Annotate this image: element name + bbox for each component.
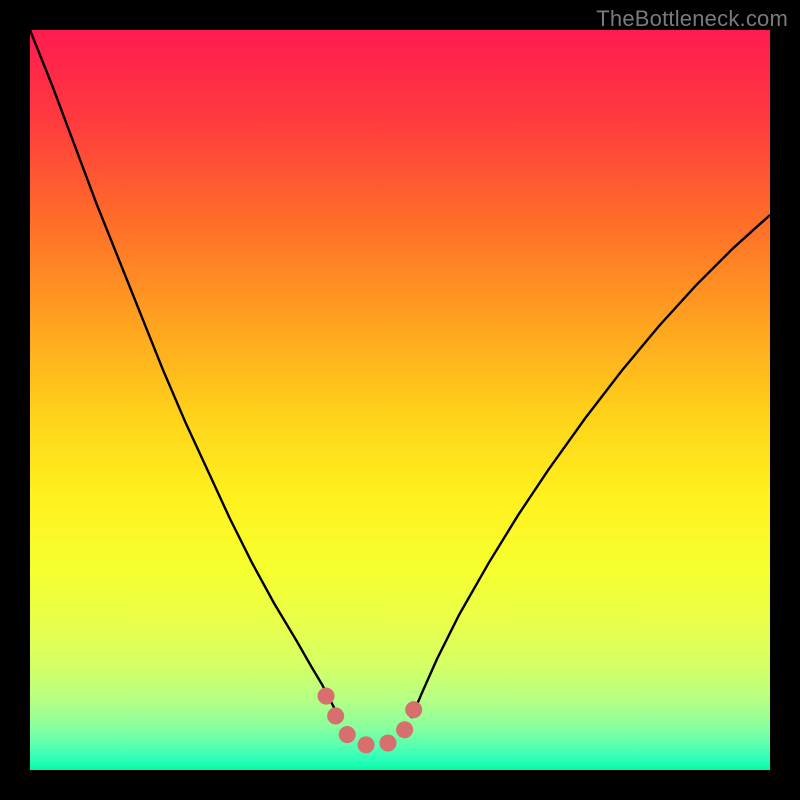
plot-svg xyxy=(30,30,770,770)
plot-area xyxy=(30,30,770,770)
watermark-text: TheBottleneck.com xyxy=(596,6,788,32)
gradient-background xyxy=(30,30,770,770)
chart-container: TheBottleneck.com xyxy=(0,0,800,800)
